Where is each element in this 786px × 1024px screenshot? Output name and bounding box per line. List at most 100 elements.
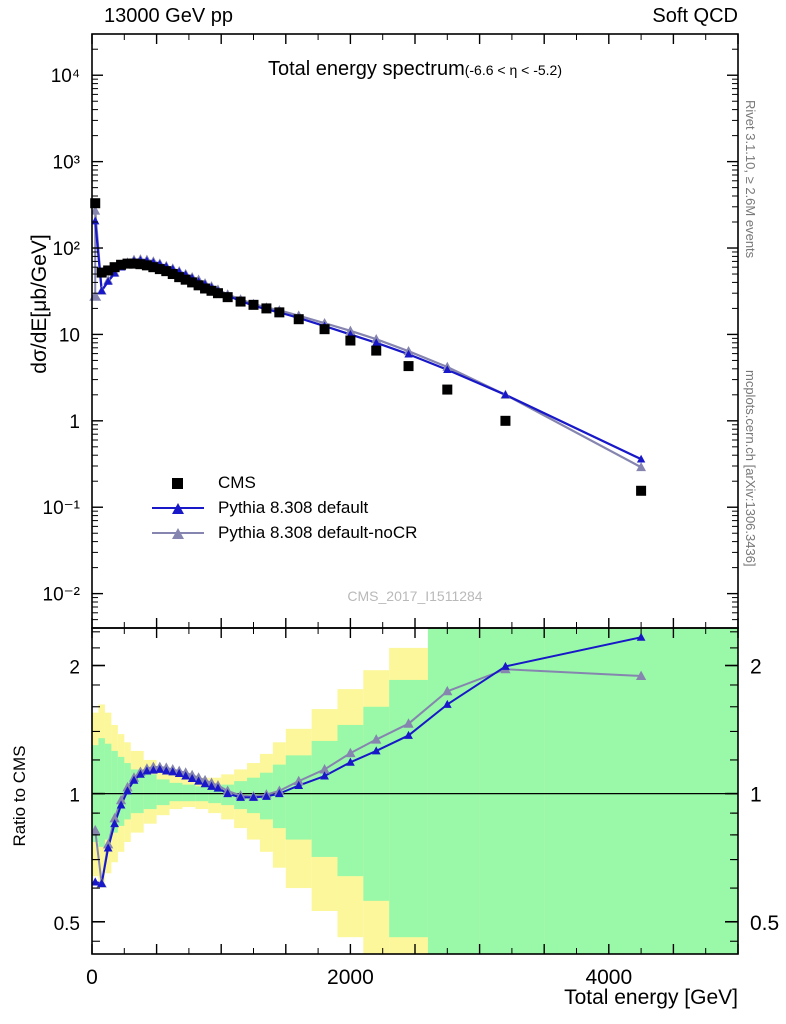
band-inner-segment — [117, 756, 125, 826]
legend-key-cms — [152, 473, 204, 493]
data-marker-triangle — [293, 775, 304, 786]
legend-item-pythia-default[interactable]: Pythia 8.308 default — [152, 495, 417, 520]
data-marker-triangle — [97, 286, 106, 295]
data-marker-square — [319, 324, 330, 335]
data-marker-triangle — [109, 812, 120, 823]
header-collision-info: 13000 GeV pp — [104, 5, 233, 27]
data-marker-triangle — [262, 791, 271, 800]
band-inner-segment — [111, 750, 118, 833]
band-inner-segment — [427, 628, 480, 954]
main-markers-pythia-nocr — [92, 205, 647, 472]
data-marker-square — [187, 277, 198, 288]
data-marker-square — [116, 259, 127, 270]
data-marker-triangle — [274, 789, 284, 798]
data-marker-square — [403, 361, 414, 372]
data-marker-triangle — [155, 764, 165, 773]
data-marker-triangle — [168, 767, 178, 776]
data-marker-square — [180, 274, 191, 285]
plot-title-main: Total energy spectrum — [267, 58, 465, 80]
data-marker-triangle — [345, 747, 356, 758]
y-tick-label-main: 1 — [69, 412, 80, 433]
legend-item-pythia-nocr[interactable]: Pythia 8.308 default-noCR — [152, 520, 417, 545]
data-marker-triangle — [346, 757, 355, 766]
y-tick-label-main: 10³ — [53, 153, 80, 174]
data-marker-square — [212, 288, 223, 299]
plot-title-subtitle: (-6.6 < η < -5.2) — [464, 62, 563, 78]
data-marker-square — [442, 384, 453, 395]
data-marker-square — [167, 269, 178, 280]
legend-label-pythia-nocr: Pythia 8.308 default-noCR — [218, 522, 418, 542]
data-marker-triangle — [249, 792, 258, 801]
data-marker-square — [109, 262, 120, 273]
band-inner-segment — [104, 743, 112, 840]
ratio-markers-pythia-default — [92, 632, 646, 887]
data-marker-square — [636, 485, 647, 496]
y-tick-label-main: 10 — [59, 325, 80, 346]
data-marker-triangle — [636, 454, 646, 463]
x-tick-label: 0 — [86, 966, 98, 989]
data-marker-triangle — [116, 800, 126, 809]
data-marker-square — [235, 296, 246, 307]
data-marker-triangle — [371, 734, 382, 744]
data-marker-triangle — [635, 670, 647, 681]
y-tick-label-main: 10² — [53, 239, 80, 260]
data-marker-square — [96, 267, 107, 278]
data-marker-triangle — [236, 792, 245, 801]
band-inner-segment — [143, 774, 157, 810]
data-marker-triangle — [92, 877, 100, 886]
data-marker-triangle — [404, 730, 413, 739]
data-marker-triangle — [103, 843, 113, 852]
y-tick-label-ratio-left: 0.5 — [54, 914, 80, 935]
y-tick-label-ratio-right: 1 — [750, 784, 762, 807]
data-marker-square — [293, 314, 304, 325]
data-marker-triangle — [371, 746, 381, 755]
legend: CMS Pythia 8.308 default Pythia 8.308 de… — [152, 470, 417, 545]
x-axis-label: Total energy [GeV] — [564, 986, 738, 1009]
x-tick-label: 4000 — [585, 966, 632, 989]
band-inner-segment — [182, 784, 196, 802]
data-marker-triangle — [103, 277, 113, 285]
data-marker-square — [371, 345, 382, 356]
legend-item-cms[interactable]: CMS — [152, 470, 417, 495]
page-title: Total energy spectrum(-6.6 < η < -5.2) — [92, 58, 738, 81]
data-marker-triangle — [142, 766, 152, 775]
legend-key-pythia-default — [152, 498, 204, 518]
data-marker-triangle — [636, 632, 646, 641]
data-marker-square — [122, 258, 133, 269]
band-inner-segment — [98, 738, 105, 847]
ratio-uncertainty-bands — [92, 628, 738, 954]
data-marker-triangle — [161, 766, 171, 775]
data-marker-triangle — [136, 769, 145, 778]
data-marker-triangle — [92, 824, 101, 835]
band-inner-segment — [285, 755, 312, 840]
header-process-label: Soft QCD — [652, 5, 738, 27]
y-tick-label-ratio-left: 1 — [69, 786, 80, 807]
y-tick-label-ratio-right: 0.5 — [750, 912, 779, 935]
data-marker-triangle — [501, 661, 510, 670]
data-marker-square — [135, 259, 146, 270]
main-line-pythia-nocr — [94, 210, 642, 469]
data-marker-triangle — [110, 819, 119, 828]
data-marker-square — [222, 292, 233, 303]
data-marker-square — [103, 265, 114, 276]
data-marker-triangle — [181, 771, 191, 780]
band-inner-segment — [169, 782, 183, 802]
data-marker-triangle — [294, 780, 304, 789]
data-marker-triangle — [320, 771, 329, 780]
data-marker-triangle — [443, 365, 452, 374]
data-marker-triangle — [442, 685, 453, 696]
data-marker-square — [174, 272, 185, 283]
data-marker-triangle — [403, 718, 414, 728]
data-marker-square — [274, 307, 285, 318]
data-marker-triangle — [123, 786, 132, 795]
band-inner-segment — [479, 628, 545, 954]
data-marker-triangle — [213, 783, 223, 792]
data-marker-triangle — [187, 773, 197, 783]
band-inner-segment — [544, 628, 738, 954]
y-tick-label-ratio-right: 2 — [750, 656, 762, 679]
data-marker-triangle — [174, 768, 184, 777]
band-inner-segment — [156, 779, 170, 806]
main-markers-cms — [90, 198, 647, 496]
data-marker-triangle — [207, 781, 216, 790]
